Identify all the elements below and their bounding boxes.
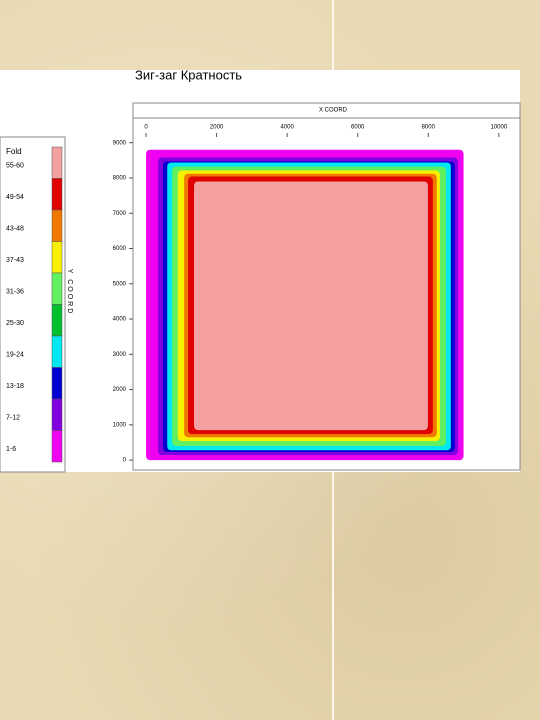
y-tick-label: 4000 [113, 317, 127, 323]
y-tick-label: 0 [123, 458, 127, 464]
legend-label: 37-43 [6, 257, 24, 264]
legend-swatch [51, 304, 63, 337]
y-tick-label: 9000 [113, 140, 127, 146]
legend-swatch [51, 430, 63, 463]
y-tick-label: 2000 [113, 387, 127, 393]
legend-label: 25-30 [6, 320, 24, 327]
legend-swatch [51, 272, 63, 305]
legend-label: 31-36 [6, 289, 24, 296]
legend-swatch [51, 367, 63, 400]
y-tick-label: 6000 [113, 246, 127, 252]
x-tick-label: 6000 [351, 125, 365, 131]
legend-label: 13-18 [6, 383, 24, 390]
legend-label: 43-48 [6, 226, 24, 233]
legend-label: 19-24 [6, 352, 24, 359]
y-axis-label: Y COORD [66, 269, 73, 316]
y-tick-label: 5000 [113, 281, 127, 287]
y-tick-label: 8000 [113, 176, 127, 182]
fold-zone [194, 181, 428, 431]
legend-label: 1-6 [6, 446, 16, 453]
x-tick-label: 10000 [490, 125, 507, 131]
legend-swatch [51, 335, 63, 368]
legend-swatch [51, 398, 63, 431]
legend-swatch [51, 209, 63, 242]
legend-label: 7-12 [6, 415, 20, 422]
x-tick-label: 2000 [210, 125, 224, 131]
legend-label: 49-54 [6, 194, 24, 201]
y-tick-label: 3000 [113, 352, 127, 358]
y-tick-label: 1000 [113, 422, 127, 428]
legend-swatch [51, 178, 63, 211]
x-tick-label: 4000 [280, 125, 294, 131]
x-tick-label: 8000 [422, 125, 436, 131]
x-axis-label: X COORD [319, 108, 348, 114]
legend-swatch [51, 241, 63, 274]
legend-swatch [51, 146, 63, 179]
y-tick-label: 7000 [113, 211, 127, 217]
legend-label: 55-60 [6, 163, 24, 170]
legend-title: Fold [6, 147, 22, 156]
chart-title: Зиг-заг Кратность [135, 67, 242, 82]
x-tick-label: 0 [144, 125, 148, 131]
